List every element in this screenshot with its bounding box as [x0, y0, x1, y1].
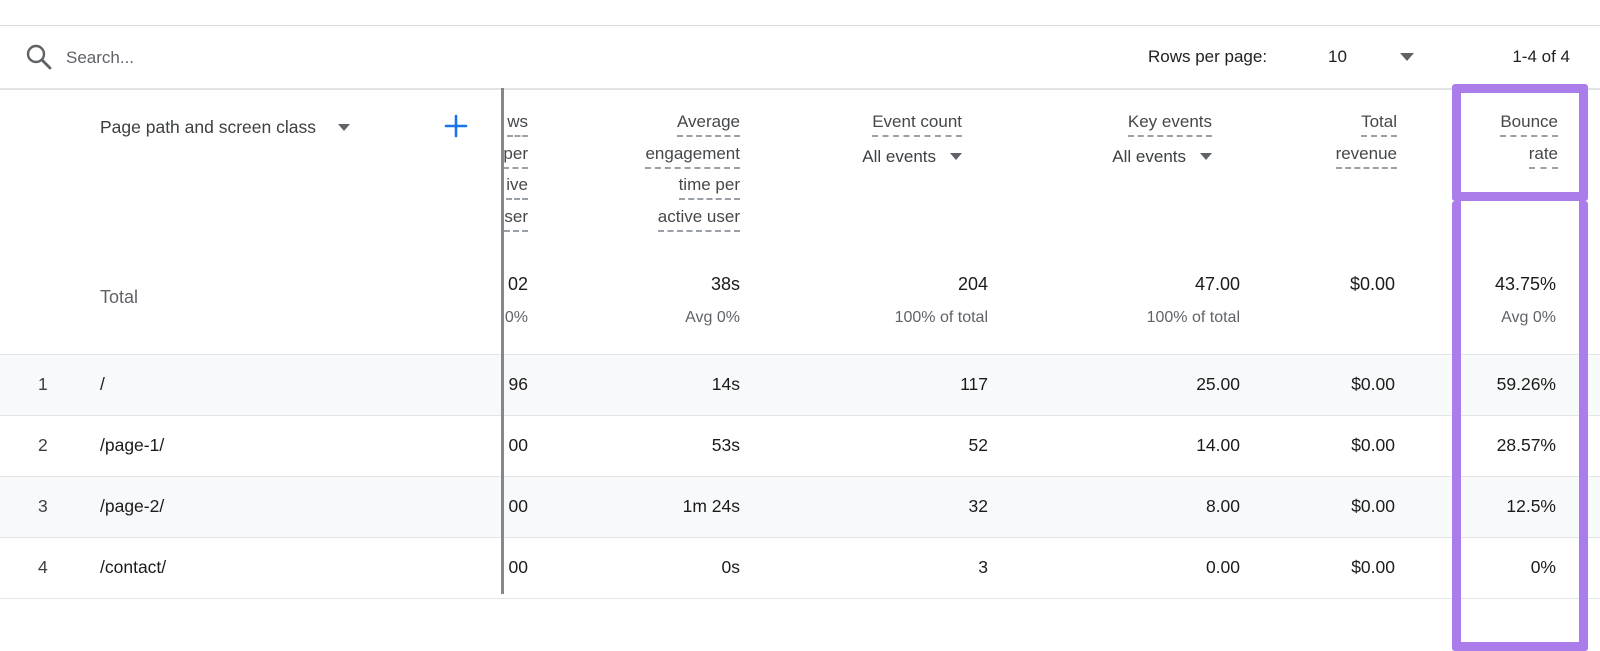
- views-cell: 00: [508, 435, 528, 455]
- column-header-label: Key events: [1127, 112, 1212, 137]
- engagement-cell: 53s: [711, 435, 740, 455]
- column-header-bounce-rate[interactable]: Bounce rate: [1500, 112, 1558, 175]
- revenue-cell: $0.00: [1351, 435, 1395, 455]
- totals-views-sub: 0%: [504, 309, 528, 326]
- engagement-cell: 0s: [721, 557, 740, 577]
- column-header-line: engagement: [645, 144, 740, 169]
- column-header-line: revenue: [1335, 144, 1397, 169]
- column-header-views-per-active-user[interactable]: ws per ive ser: [503, 112, 528, 238]
- column-header-event-count[interactable]: Event count All events: [862, 112, 962, 167]
- totals-key-events: 47.00: [1194, 274, 1240, 294]
- key-events-cell: 25.00: [1196, 374, 1240, 394]
- chevron-down-icon[interactable]: [1400, 53, 1414, 61]
- event-count-filter-dropdown[interactable]: All events: [862, 147, 962, 167]
- table-toolbar: Rows per page: 10 1-4 of 4: [0, 25, 1600, 90]
- revenue-cell: $0.00: [1351, 374, 1395, 394]
- engagement-cell: 1m 24s: [682, 496, 740, 516]
- chevron-down-icon: [338, 124, 351, 131]
- pagination-range: 1-4 of 4: [1512, 47, 1570, 66]
- column-header-line: rate: [1528, 144, 1558, 169]
- totals-bounce-rate-sub: Avg 0%: [1501, 309, 1556, 326]
- dimension-header-label: Page path and screen class: [100, 117, 316, 137]
- table-row: 2 /page-1/ 00 53s 52 14.00 $0.00 28.57%: [0, 415, 1600, 476]
- views-cell: 96: [508, 374, 528, 394]
- totals-event-count: 204: [957, 274, 988, 294]
- revenue-cell: $0.00: [1351, 557, 1395, 577]
- revenue-cell: $0.00: [1351, 496, 1395, 516]
- key-events-cell: 8.00: [1205, 496, 1240, 516]
- column-header-line: Bounce: [1500, 112, 1558, 137]
- column-header-line: ive: [506, 175, 528, 200]
- column-header-line: ws: [507, 112, 528, 137]
- column-header-line: Average: [676, 112, 740, 137]
- row-index: 3: [38, 496, 48, 516]
- column-header-line: active user: [657, 207, 740, 232]
- event-count-cell: 32: [968, 496, 988, 516]
- totals-engagement-sub: Avg 0%: [685, 309, 740, 326]
- column-header-line: Total: [1361, 112, 1397, 137]
- filter-label: All events: [1112, 146, 1186, 166]
- row-index: 2: [38, 435, 48, 455]
- event-count-cell: 52: [968, 435, 988, 455]
- table-body: 1 / 96 14s 117 25.00 $0.00 59.26% 2 /pag…: [0, 354, 1600, 599]
- table-row: 4 /contact/ 00 0s 3 0.00 $0.00 0%: [0, 537, 1600, 598]
- key-events-cell: 14.00: [1196, 435, 1240, 455]
- row-index: 4: [38, 557, 48, 577]
- totals-bounce-rate: 43.75%: [1494, 274, 1556, 294]
- rows-per-page-label: Rows per page:: [1148, 47, 1268, 66]
- filter-label: All events: [862, 146, 936, 166]
- chevron-down-icon: [1200, 152, 1212, 160]
- key-events-filter-dropdown[interactable]: All events: [1112, 147, 1212, 167]
- bounce-rate-cell: 59.26%: [1496, 374, 1556, 394]
- totals-row-label: Total: [100, 287, 139, 307]
- column-header-label: Event count: [872, 112, 962, 137]
- page-path-cell: /page-2/: [100, 496, 165, 516]
- totals-event-count-sub: 100% of total: [894, 309, 988, 326]
- totals-key-events-sub: 100% of total: [1146, 309, 1240, 326]
- search-input[interactable]: [64, 39, 668, 77]
- page-path-cell: /contact/: [100, 557, 167, 577]
- table-bottom-border: [0, 598, 1600, 599]
- table-row: 1 / 96 14s 117 25.00 $0.00 59.26%: [0, 354, 1600, 415]
- rows-per-page-select[interactable]: 10: [1328, 47, 1347, 67]
- bounce-rate-cell: 0%: [1530, 557, 1556, 577]
- page-path-cell: /: [100, 374, 105, 394]
- chevron-down-icon: [950, 152, 962, 160]
- column-header-total-revenue[interactable]: Total revenue: [1335, 112, 1397, 175]
- dimension-header-dropdown[interactable]: Page path and screen class: [100, 117, 351, 138]
- add-column-button[interactable]: [440, 111, 472, 143]
- column-header-line: ser: [504, 207, 528, 232]
- page-path-cell: /page-1/: [100, 435, 165, 455]
- views-cell: 00: [508, 557, 528, 577]
- search-icon: [24, 42, 54, 77]
- views-cell: 00: [508, 496, 528, 516]
- column-header-line: per: [503, 144, 528, 169]
- engagement-cell: 14s: [711, 374, 740, 394]
- rows-per-page-value[interactable]: 10: [1328, 47, 1347, 66]
- totals-views: 02: [507, 274, 528, 294]
- column-header-avg-engagement-time[interactable]: Average engagement time per active user: [645, 112, 740, 238]
- bounce-rate-cell: 12.5%: [1506, 496, 1556, 516]
- totals-engagement: 38s: [710, 274, 740, 294]
- table-row: 3 /page-2/ 00 1m 24s 32 8.00 $0.00 12.5%: [0, 476, 1600, 537]
- bounce-rate-cell: 28.57%: [1496, 435, 1556, 455]
- event-count-cell: 117: [960, 374, 988, 394]
- totals-revenue: $0.00: [1349, 274, 1395, 294]
- column-resize-divider[interactable]: [501, 88, 504, 594]
- row-index: 1: [38, 374, 48, 394]
- column-header-key-events[interactable]: Key events All events: [1112, 112, 1212, 167]
- key-events-cell: 0.00: [1205, 557, 1240, 577]
- event-count-cell: 3: [978, 557, 988, 577]
- column-header-line: time per: [678, 175, 740, 200]
- table-top-border: [0, 88, 1600, 89]
